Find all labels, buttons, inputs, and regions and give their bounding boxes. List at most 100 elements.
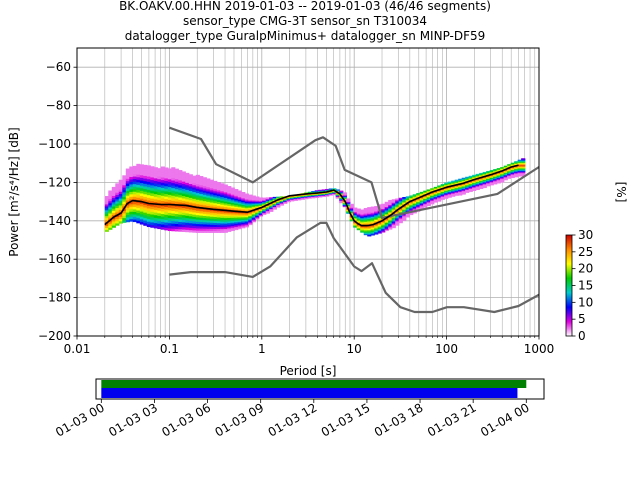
psd-density-cell [125, 180, 130, 184]
psd-density-cell [136, 207, 141, 211]
psd-density-cell [265, 212, 270, 214]
psd-density-cell [125, 183, 130, 187]
psd-density-cell [185, 179, 190, 183]
psd-density-cell [458, 182, 463, 184]
psd-density-cell [388, 205, 393, 208]
psd-density-cell [475, 182, 480, 184]
psd-density-cell [132, 201, 137, 205]
psd-density-cell [255, 198, 260, 200]
psd-density-cell [377, 231, 382, 234]
psd-density-cell [437, 187, 442, 190]
psd-density-cell [146, 210, 151, 214]
psd-density-cell [241, 208, 246, 211]
psd-density-cell [216, 191, 221, 195]
psd-density-cell [192, 198, 197, 202]
psd-density-cell [384, 229, 389, 232]
psd-density-cell [181, 176, 186, 180]
psd-density-cell [244, 196, 249, 198]
psd-density-cell [122, 177, 127, 181]
psd-density-cell [444, 185, 449, 187]
psd-density-cell [363, 233, 368, 236]
psd-density-cell [374, 219, 379, 222]
psd-density-cell [475, 176, 480, 179]
psd-density-cell [381, 227, 386, 229]
psd-density-cell [262, 203, 267, 205]
psd-density-cell [405, 214, 410, 217]
psd-density-cell [444, 192, 449, 194]
psd-density-cell [248, 221, 253, 223]
psd-density-cell [150, 224, 155, 228]
psd-density-cell [500, 181, 505, 183]
psd-density-cell [139, 190, 144, 194]
psd-density-cell [146, 221, 151, 225]
psd-density-cell [209, 228, 214, 231]
psd-density-cell [409, 209, 414, 212]
psd-density-cell [493, 175, 498, 178]
psd-density-cell [507, 173, 512, 175]
psd-density-cell [195, 225, 200, 229]
psd-density-cell [475, 181, 480, 183]
psd-density-cell [430, 198, 435, 201]
psd-density-cell [167, 214, 172, 219]
psd-density-cell [237, 215, 242, 218]
psd-density-cell [230, 222, 235, 225]
psd-density-cell [244, 197, 249, 200]
psd-density-cell [430, 194, 435, 197]
psd-density-cell [360, 214, 365, 216]
psd-density-cell [444, 197, 449, 199]
psd-density-cell [164, 185, 169, 189]
psd-density-cell [150, 221, 155, 226]
psd-density-cell [437, 198, 442, 201]
psd-density-cell [132, 196, 137, 200]
psd-density-cell [157, 217, 162, 222]
psd-density-cell [514, 167, 519, 170]
psd-density-cell [367, 230, 372, 233]
psd-density-cell [118, 213, 123, 217]
psd-density-cell [195, 183, 200, 187]
psd-density-cell [451, 185, 456, 188]
psd-density-cell [496, 173, 501, 175]
psd-density-cell [111, 203, 116, 207]
psd-density-cell [517, 161, 522, 163]
psd-density-cell [132, 168, 137, 172]
psd-density-cell [227, 224, 232, 227]
psd-density-cell [356, 215, 361, 218]
psd-density-cell [129, 176, 134, 180]
psd-density-cell [167, 207, 172, 211]
psd-density-cell [265, 211, 270, 214]
psd-density-cell [367, 225, 372, 228]
psd-density-cell [479, 181, 484, 183]
psd-density-cell [419, 203, 424, 205]
psd-density-cell [122, 215, 127, 219]
psd-density-cell [234, 227, 239, 231]
psd-density-cell [167, 173, 172, 177]
psd-density-cell [255, 211, 260, 214]
psd-density-cell [153, 169, 158, 174]
psd-density-cell [384, 202, 389, 205]
psd-density-cell [475, 184, 480, 187]
psd-density-cell [185, 172, 190, 176]
psd-density-cell [262, 212, 267, 214]
psd-density-cell [377, 227, 382, 229]
psd-density-cell [150, 179, 155, 183]
psd-density-cell [500, 175, 505, 177]
psd-density-cell [486, 172, 491, 174]
psd-density-cell [479, 172, 484, 175]
psd-density-cell [402, 211, 407, 213]
psd-density-cell [199, 178, 204, 181]
psd-density-cell [437, 191, 442, 194]
psd-density-cell [465, 188, 470, 190]
psd-density-cell [486, 176, 491, 179]
psd-density-cell [122, 182, 127, 186]
psd-density-cell [216, 226, 221, 230]
psd-density-cell [395, 200, 400, 203]
colorbar-tick-label: 0 [578, 329, 586, 343]
psd-density-cell [199, 217, 204, 220]
psd-density-cell [416, 199, 421, 201]
psd-density-cell [465, 183, 470, 185]
psd-density-cell [451, 189, 456, 191]
psd-density-cell [132, 165, 137, 169]
psd-density-cell [353, 225, 358, 227]
psd-density-cell [363, 223, 368, 226]
psd-density-cell [500, 178, 505, 180]
